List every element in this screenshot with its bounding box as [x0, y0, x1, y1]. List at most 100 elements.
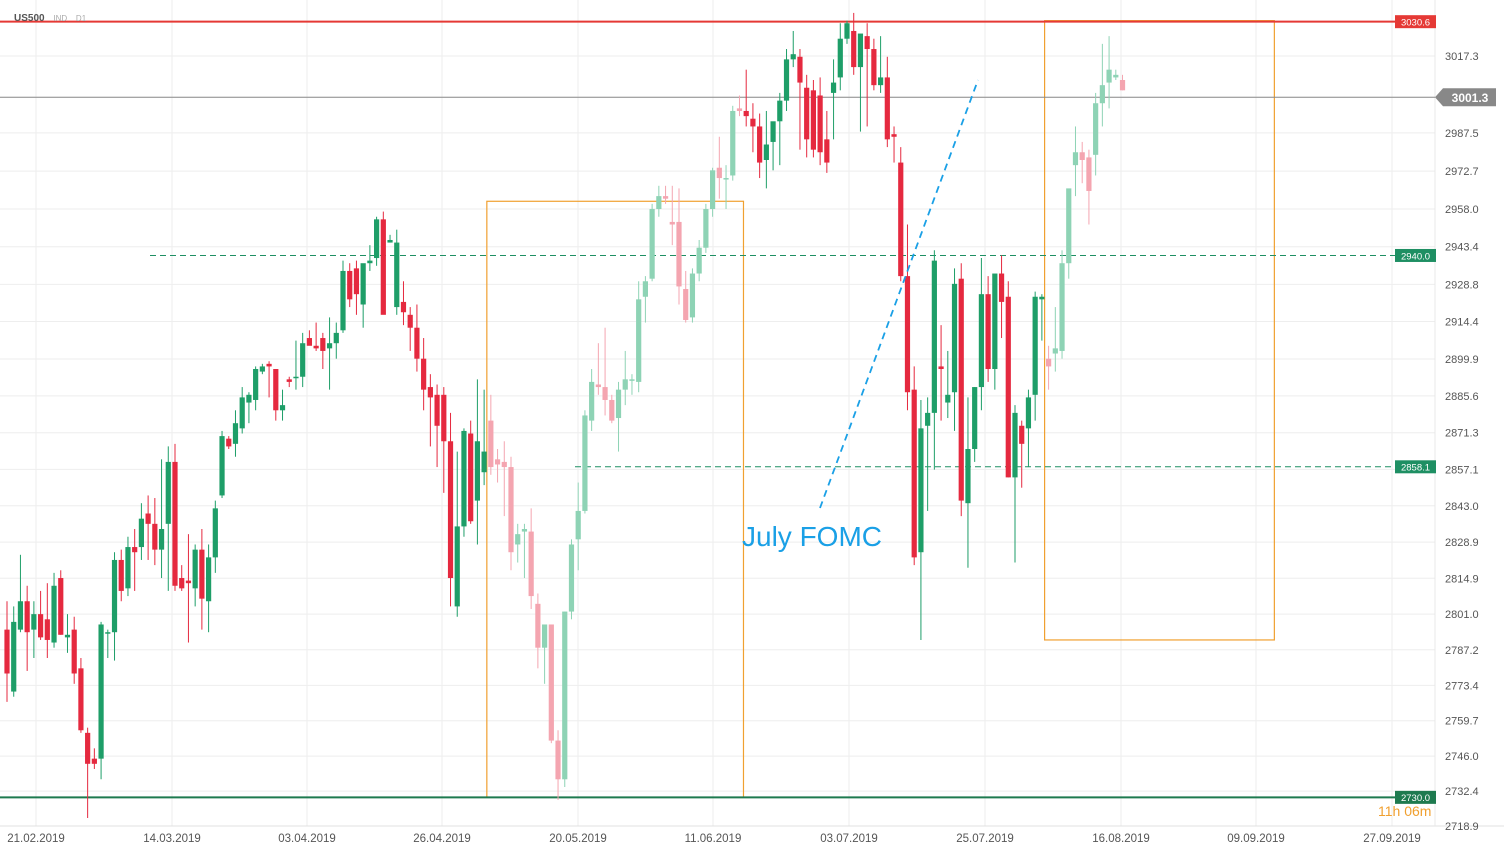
candle-body: [367, 260, 373, 264]
y-tick-label: 2746.0: [1445, 751, 1479, 763]
candle: [199, 528, 205, 630]
candle: [407, 307, 413, 351]
candle-body: [965, 448, 971, 504]
candle: [192, 544, 198, 607]
price-tag-bg: [1395, 248, 1436, 262]
candle: [152, 498, 158, 566]
candle: [138, 503, 144, 560]
candle-body: [360, 263, 366, 305]
candle: [98, 621, 104, 780]
candle-body: [145, 513, 151, 524]
candle: [501, 441, 507, 517]
candle: [468, 420, 474, 524]
candle: [918, 399, 924, 640]
candle: [528, 508, 534, 609]
candle: [38, 590, 44, 640]
candle-body: [279, 405, 286, 411]
candle-body: [528, 531, 534, 597]
candle-body: [1012, 412, 1018, 478]
candle: [649, 203, 655, 282]
candle: [219, 430, 225, 499]
candle-body: [266, 363, 272, 367]
y-tick-label: 2958.0: [1445, 204, 1479, 216]
candle: [232, 410, 239, 457]
candle-body: [421, 358, 427, 390]
candle-body: [259, 366, 265, 372]
candle-body: [353, 268, 360, 295]
candle-body: [320, 338, 326, 351]
candle: [394, 229, 400, 315]
candle: [904, 224, 911, 411]
candle-body: [118, 559, 124, 591]
candle: [488, 394, 494, 475]
bar-countdown: 11h 06m: [1378, 803, 1431, 819]
candle-body: [602, 387, 608, 400]
candle-body: [797, 56, 803, 83]
candle: [609, 394, 615, 424]
candle-body: [219, 436, 225, 496]
candle: [326, 317, 333, 390]
candle: [44, 583, 50, 659]
candle: [1086, 149, 1092, 225]
candle-body: [132, 547, 138, 553]
candle: [951, 268, 958, 431]
candle: [851, 12, 857, 75]
price-tag-2858.1: 2858.1: [1395, 460, 1436, 474]
candle: [105, 629, 111, 659]
candle-body: [434, 394, 440, 426]
candle: [447, 412, 454, 607]
candle: [253, 366, 259, 411]
candle: [206, 544, 212, 633]
candle: [239, 387, 245, 434]
candle-body: [864, 36, 870, 50]
candle: [313, 322, 319, 351]
candle: [1099, 43, 1105, 127]
candle-body: [11, 621, 17, 692]
candle-body: [239, 397, 245, 429]
candle: [273, 369, 279, 421]
candle-body: [232, 423, 239, 444]
candle: [24, 585, 30, 671]
grid-lines: [0, 0, 1435, 827]
price-tag-2940.0: 2940.0: [1395, 248, 1436, 262]
candle-body: [851, 30, 857, 68]
candle-body: [824, 139, 830, 163]
candle-body: [78, 668, 84, 731]
candle: [1113, 69, 1119, 80]
candle-body: [313, 345, 319, 349]
candle: [1012, 405, 1018, 563]
candle: [703, 203, 709, 253]
candle-body: [837, 38, 843, 78]
candle-body: [521, 528, 528, 532]
candle-body: [703, 209, 709, 248]
candle-body: [582, 415, 588, 511]
highlight-box-2: [1043, 20, 1275, 641]
current-price-tag: 3001.3: [1435, 88, 1496, 107]
x-tick-label: 16.08.2019: [1092, 833, 1150, 845]
price-tag-label: 2858.1: [1401, 463, 1430, 474]
candle: [31, 601, 37, 659]
current-price-tag-bg: [1435, 88, 1496, 107]
candle-body: [622, 379, 628, 390]
candle-body: [273, 369, 279, 411]
candle-body: [958, 278, 964, 501]
candle-body: [380, 219, 386, 315]
timeframe-label[interactable]: D1: [75, 14, 87, 23]
candle-body: [830, 82, 837, 93]
instrument-type: IND: [53, 14, 68, 23]
candle-body: [911, 389, 917, 558]
candle: [878, 36, 884, 93]
candle-body: [904, 276, 911, 393]
candle: [400, 281, 407, 326]
candle-body: [447, 441, 454, 579]
candle-body: [1072, 152, 1079, 166]
candle: [676, 188, 682, 305]
candle: [958, 263, 964, 517]
candle-body: [474, 441, 480, 501]
candle: [1005, 281, 1011, 478]
candle: [279, 389, 286, 421]
candle: [998, 255, 1005, 339]
candle: [763, 110, 769, 189]
